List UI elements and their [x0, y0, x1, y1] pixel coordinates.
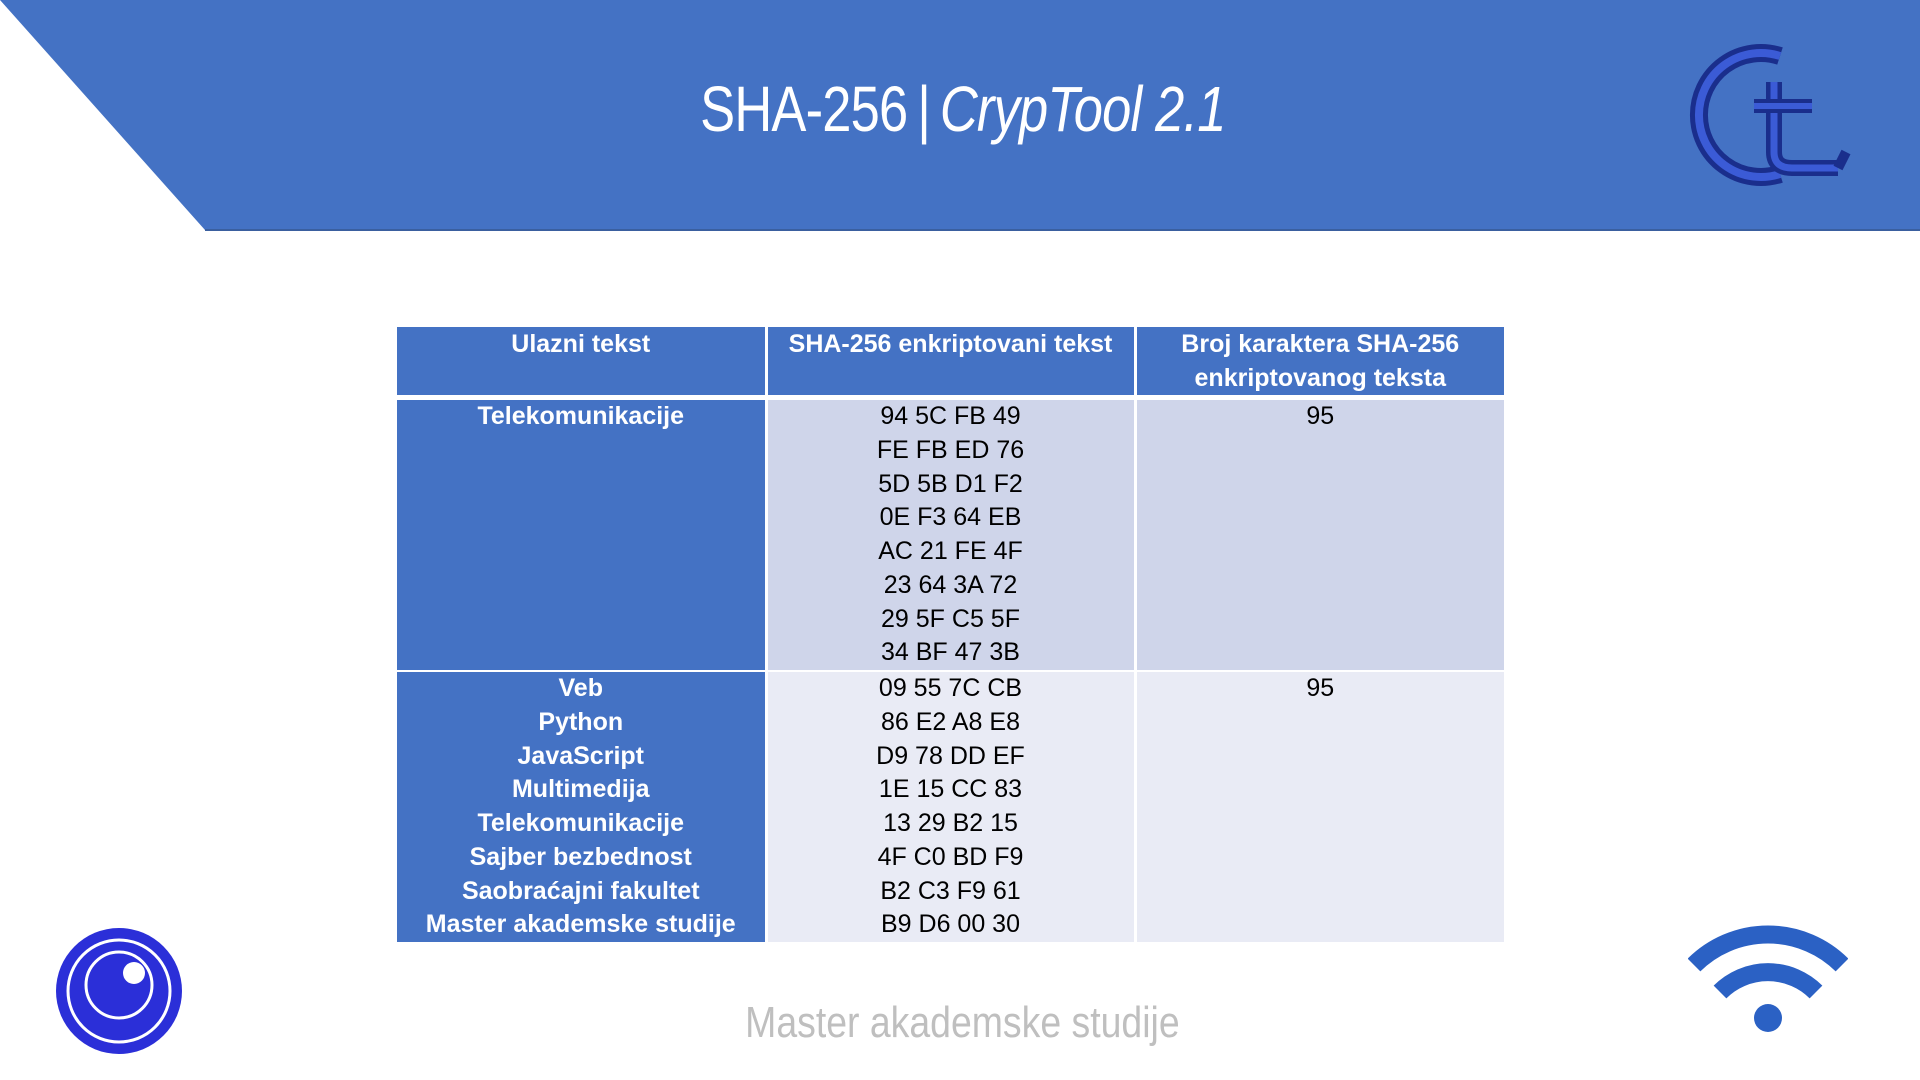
input-line: Saobraćajni fakultet	[461, 876, 700, 905]
input-line: Telekomunikacije	[477, 809, 685, 837]
header-banner	[0, 0, 1920, 231]
hash-line: 5D 5B D1 F2	[878, 469, 1023, 498]
hash-line: 0E F3 64 EB	[879, 503, 1022, 532]
input-line: Multimedija	[511, 775, 650, 804]
input-line: JavaScript	[517, 741, 644, 770]
header-hash-text: SHA-256 enkriptovani tekst	[766, 327, 1137, 400]
hash-line: 86 E2 A8 E8	[880, 707, 1020, 736]
hash-line: 29 5F C5 5F	[881, 604, 1020, 633]
input-line: Telekomunikacije	[477, 402, 685, 430]
input-cell: Telekomunikacije	[397, 397, 768, 672]
hash-line: 94 5C FB 49	[880, 402, 1021, 430]
hash-cell: 09 55 7C CB 86 E2 A8 E8 D9 78 DD EF 1E 1…	[766, 671, 1137, 942]
eye-circle-icon	[56, 928, 182, 1054]
title-sub: CrypTool 2.1	[939, 73, 1227, 145]
header-input-text: Ulazni tekst	[397, 327, 768, 400]
hash-line: 13 29 B2 15	[883, 809, 1018, 837]
title-main: SHA-256	[700, 73, 908, 145]
hash-line: D9 78 DD EF	[876, 741, 1025, 770]
table-row: Telekomunikacije 94 5C FB 49 FE FB ED 76…	[397, 397, 1504, 672]
cryptool-ct-logo-icon	[1689, 44, 1851, 186]
hash-line: 34 BF 47 3B	[881, 638, 1020, 667]
input-line: Veb	[558, 674, 603, 702]
count-value: 95	[1306, 674, 1335, 702]
count-cell: 95	[1135, 671, 1504, 942]
hash-line: 09 55 7C CB	[878, 674, 1023, 702]
footer-text: Master akademske studije	[745, 998, 1180, 1047]
hash-line: FE FB ED 76	[876, 435, 1025, 464]
hash-cell: 94 5C FB 49 FE FB ED 76 5D 5B D1 F2 0E F…	[766, 397, 1137, 672]
input-line: Master akademske studije	[425, 910, 736, 939]
table-header-row: Ulazni tekst SHA-256 enkriptovani tekst …	[397, 327, 1504, 400]
title-separator: |	[917, 73, 931, 145]
count-cell: 95	[1135, 397, 1504, 672]
input-line: Sajber bezbednost	[469, 842, 692, 871]
header-char-count: Broj karaktera SHA-256 enkriptovanog tek…	[1135, 327, 1504, 400]
hash-line: 4F C0 BD F9	[877, 842, 1024, 871]
table-row: Veb Python JavaScript Multimedija Teleko…	[397, 671, 1504, 942]
hash-line: AC 21 FE 4F	[878, 537, 1023, 565]
page-title: SHA-256 | CrypTool 2.1	[176, 72, 1750, 146]
wifi-icon	[1688, 925, 1848, 1032]
count-value: 95	[1306, 402, 1335, 430]
input-line: Python	[538, 707, 624, 736]
sha256-table: Ulazni tekst SHA-256 enkriptovani tekst …	[397, 327, 1504, 942]
hash-line: 23 64 3A 72	[883, 570, 1018, 599]
hash-line: 1E 15 CC 83	[878, 775, 1023, 804]
input-cell: Veb Python JavaScript Multimedija Teleko…	[397, 671, 768, 942]
hash-line: B2 C3 F9 61	[880, 876, 1021, 905]
hash-line: B9 D6 00 30	[881, 910, 1020, 939]
